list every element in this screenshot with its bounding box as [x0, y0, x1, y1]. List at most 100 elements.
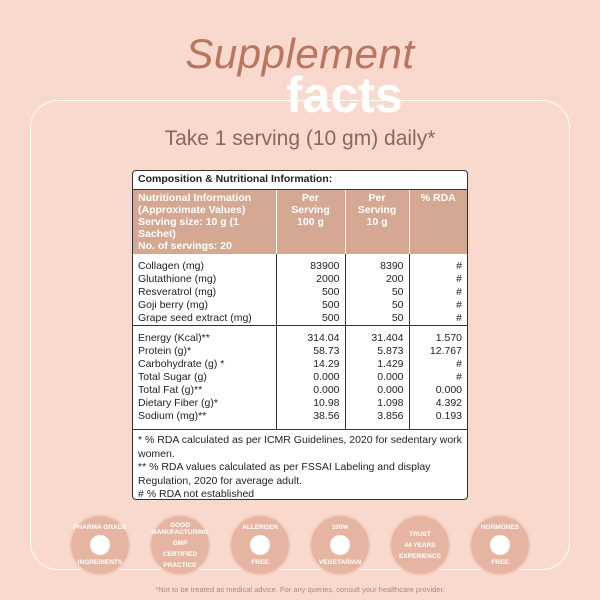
header-line: (Approximate Values): [138, 204, 246, 216]
header-line: Nutritional Information: [138, 192, 252, 204]
cell: 314.04: [275, 332, 345, 345]
row: Glutathione (mg) 2000 200 #: [133, 273, 467, 286]
cell: Sodium (mg)**: [138, 410, 207, 422]
cell: Glutathione (mg): [138, 273, 217, 285]
header-line: Per Serving: [357, 192, 397, 216]
badge-text: GOOD MANUFACTURING: [151, 521, 209, 536]
badge-icon: [330, 535, 350, 555]
badge-text: TRUST: [409, 530, 431, 538]
cell: 12.767: [408, 345, 467, 358]
spacer-cell: [408, 254, 467, 260]
cell: 3.856: [344, 410, 409, 423]
spacer-cell: [344, 423, 409, 429]
badge-text: ALLERGEN: [242, 524, 278, 531]
cell: 0.000: [344, 371, 409, 384]
facts-table: Composition & Nutritional Information: N…: [132, 170, 468, 500]
table: Nutritional Information (Approximate Valu…: [133, 190, 467, 429]
row: Total Sugar (g) 0.000 0.000 #: [133, 371, 467, 384]
header-line: 100 g: [297, 216, 324, 228]
header-line: Per Serving: [291, 192, 330, 216]
cell: Dietary Fiber (g)*: [138, 397, 218, 409]
row: Protein (g)* 58.73 5.873 12.767: [133, 345, 467, 358]
cell: 58.73: [275, 345, 345, 358]
cell: 1.429: [344, 358, 409, 371]
cell: 500: [275, 312, 345, 326]
badge-icon: [250, 535, 270, 555]
row: Goji berry (mg) 500 50 #: [133, 299, 467, 312]
cell: 0.193: [408, 410, 467, 423]
column-header: Nutritional Information (Approximate Valu…: [133, 190, 276, 254]
badge: GOOD MANUFACTURING GMP CERTIFIED PRACTICE: [149, 514, 211, 576]
header-line: 10 g: [366, 216, 388, 228]
spacer-cell: [275, 423, 345, 429]
cell: 0.000: [275, 384, 345, 397]
row: Total Fat (g)** 0.000 0.000 0.000: [133, 384, 467, 397]
badge-text: FREE: [491, 559, 509, 566]
frame: [30, 100, 570, 570]
spacer-cell: [344, 254, 409, 260]
spacer-cell: [408, 325, 467, 332]
badge: 100% VEGETARIAN: [309, 514, 371, 576]
footnotes: * % RDA calculated as per ICMR Guideline…: [133, 429, 467, 506]
cell: 14.29: [275, 358, 345, 371]
spacer-cell: [408, 423, 467, 429]
spacer-cell: [344, 325, 409, 332]
cell: #: [408, 312, 467, 326]
spacer: [133, 423, 467, 429]
badge: PHARMA GRADE INGREDIENTS: [69, 514, 131, 576]
cell: 1.570: [408, 332, 467, 345]
footnote: ** % RDA values calculated as per FSSAI …: [138, 461, 431, 487]
disclaimer: *Not to be treated as medical advice. Fo…: [155, 585, 445, 594]
cell: 50: [344, 299, 409, 312]
title: Supplement: [185, 30, 415, 77]
column-header: Per Serving 100 g: [275, 190, 345, 254]
cell: 0.000: [344, 384, 409, 397]
badge-text: CERTIFIED: [162, 550, 198, 558]
header-line: % RDA: [420, 192, 456, 204]
badge-icon: [90, 535, 110, 555]
cell: 4.392: [408, 397, 467, 410]
row: Dietary Fiber (g)* 10.98 1.098 4.392: [133, 397, 467, 410]
spacer: [133, 325, 467, 332]
cell: Collagen (mg): [138, 260, 204, 272]
cell: Energy (Kcal)**: [138, 332, 210, 344]
cell: Total Fat (g)**: [138, 384, 203, 396]
cell: 5.873: [344, 345, 409, 358]
cell: 50: [344, 286, 409, 299]
badge-text: HORMONES: [480, 524, 520, 531]
cell: 0.000: [408, 384, 467, 397]
badge-text: EXPERIENCE: [399, 552, 441, 560]
cell: #: [408, 286, 467, 299]
cell: 200: [344, 273, 409, 286]
cell: Carbohydrate (g) *: [138, 358, 225, 370]
badge-text: INGREDIENTS: [77, 559, 123, 566]
badge-icon: [490, 535, 510, 555]
spacer-cell: [275, 325, 345, 332]
cell: 31.404: [344, 332, 409, 345]
cell: #: [408, 358, 467, 371]
row: Carbohydrate (g) * 14.29 1.429 #: [133, 358, 467, 371]
column-header: Per Serving 10 g: [344, 190, 409, 254]
table-title: Composition & Nutritional Information:: [133, 171, 467, 190]
badge: TRUST 44 YEARS EXPERIENCE: [389, 514, 451, 576]
cell: 1.098: [344, 397, 409, 410]
cell: 2000: [275, 273, 345, 286]
cell: 500: [275, 286, 345, 299]
row: Collagen (mg) 83900 8390 #: [133, 260, 467, 273]
subtitle: Take 1 serving (10 gm) daily*: [164, 127, 436, 150]
cell: Resveratrol (mg): [138, 286, 217, 298]
header-line: Serving size: 10 g (1 Sachet): [138, 216, 239, 240]
column-header: % RDA: [408, 190, 467, 254]
row: Grape seed extract (mg) 500 50 #: [133, 312, 467, 326]
cell: 0.000: [275, 371, 345, 384]
row: Resveratrol (mg) 500 50 #: [133, 286, 467, 299]
badge-text: 44 YEARS: [404, 541, 436, 549]
badge-text: FREE: [251, 559, 269, 566]
header-row: Nutritional Information (Approximate Valu…: [133, 190, 467, 254]
cell: 8390: [344, 260, 409, 273]
badge: ALLERGEN FREE: [229, 514, 291, 576]
cell: Goji berry (mg): [138, 299, 209, 311]
spacer: [133, 254, 467, 260]
spacer-cell: [133, 325, 276, 332]
